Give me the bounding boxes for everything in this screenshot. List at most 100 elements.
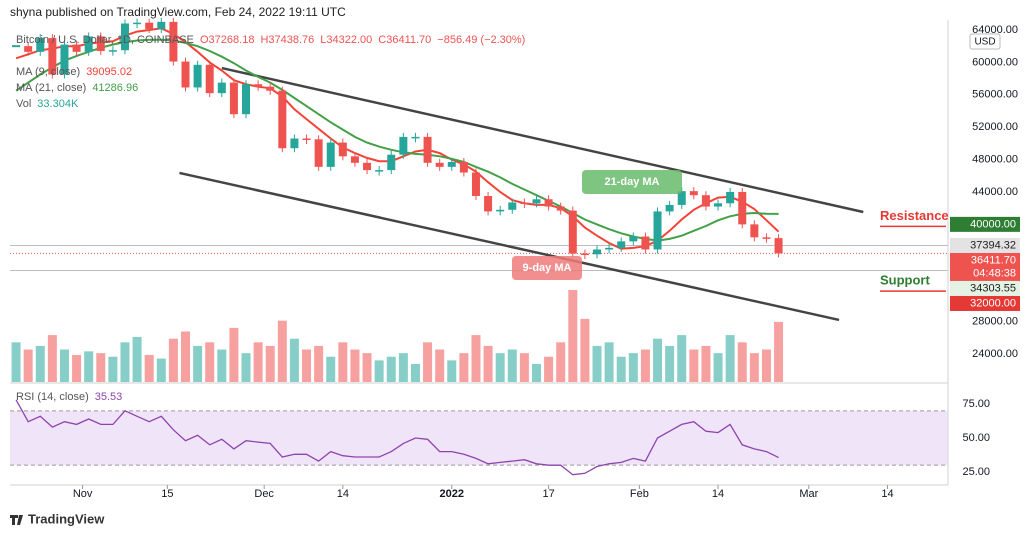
x-tick-label: 14 <box>337 488 349 500</box>
ma-line <box>15 38 779 242</box>
candle-body <box>520 202 529 204</box>
volume-bar <box>96 353 106 382</box>
level-label: Support <box>880 273 930 288</box>
volume-bar <box>556 342 566 382</box>
footer-logo <box>10 515 23 525</box>
trendline <box>179 171 840 322</box>
candle-body <box>496 209 505 212</box>
volume-bar <box>108 356 118 382</box>
volume-bar <box>193 345 203 382</box>
volume-bar <box>544 356 554 382</box>
volume-bar <box>459 353 469 382</box>
candle-body <box>278 90 287 149</box>
legend-ohlc: L34322.00 <box>320 34 372 46</box>
volume-bar <box>59 349 69 382</box>
rsi-tick-label: 50.00 <box>962 432 990 444</box>
volume-bar <box>180 331 190 382</box>
candle-body <box>254 84 263 87</box>
annotation-bubble <box>512 256 582 280</box>
volume-bar <box>277 320 287 382</box>
candle-body <box>338 142 347 157</box>
price-label-time: 04:48:38 <box>973 267 1016 279</box>
volume-bar <box>398 353 408 382</box>
volume-bar <box>495 353 505 382</box>
candle-body <box>84 36 93 52</box>
legend-ohlc: O37268.18 <box>200 34 254 46</box>
header: shyna published on TradingView.com, Feb … <box>10 5 346 19</box>
volume-bar <box>701 345 711 382</box>
volume-bar <box>144 354 154 382</box>
y-tick-label: 64000.00 <box>972 24 1018 36</box>
volume-bar <box>11 342 21 382</box>
price-label-box <box>950 237 1020 253</box>
candle-body <box>217 82 226 94</box>
level-label: Resistance <box>880 208 949 223</box>
price-label: 36411.70 <box>971 254 1016 266</box>
candle-body <box>774 238 783 254</box>
volume-bar <box>374 360 384 382</box>
y-tick-label: 52000.00 <box>972 121 1018 133</box>
candle-body <box>169 21 178 62</box>
plot <box>10 17 948 382</box>
legend-ohlc: −856.49 (−2.30%) <box>437 34 525 46</box>
candle-body <box>24 46 33 52</box>
candle-body <box>72 44 81 52</box>
volume-bar <box>592 345 602 382</box>
candle-body <box>193 64 202 88</box>
x-tick-label: Dec <box>254 488 274 500</box>
volume-bar <box>253 342 263 382</box>
candle-body <box>532 199 541 204</box>
candle-body <box>145 22 154 30</box>
candle-body <box>157 21 166 30</box>
volume-bar <box>289 338 299 382</box>
legend-title: Bitcoin / U.S. Dollar, 1D, COINBASE <box>16 34 194 46</box>
legend-ohlc: C36411.70 <box>378 34 431 46</box>
price-label-box <box>950 252 1020 281</box>
volume-bar <box>120 342 130 382</box>
candle-body <box>375 170 384 172</box>
candle-body <box>580 253 589 256</box>
candle-body <box>229 82 238 115</box>
candle-body <box>133 22 142 25</box>
candle-body <box>399 136 408 155</box>
candle-body <box>544 199 553 207</box>
candle-body <box>242 84 251 115</box>
candle-body <box>653 211 662 250</box>
volume-bar <box>205 342 215 382</box>
candle-body <box>617 241 626 248</box>
candle-body <box>665 204 674 212</box>
candle-body <box>363 162 372 171</box>
candle-body <box>750 224 759 238</box>
candle-body <box>12 45 21 48</box>
volume-bar <box>362 353 372 382</box>
rsi-tick-label: 75.00 <box>962 398 990 410</box>
currency-box <box>969 33 1001 50</box>
price-label: 34303.55 <box>970 282 1016 294</box>
volume-bar <box>350 349 360 382</box>
footer: TradingView <box>28 511 105 526</box>
candle-body <box>593 249 602 255</box>
candle-body <box>677 191 686 205</box>
x-tick-label: Feb <box>630 488 649 500</box>
legend-name: MA (21, close) <box>16 82 86 94</box>
volume-bar <box>265 345 275 382</box>
volume-bar <box>23 349 33 382</box>
volume-bar <box>314 345 324 382</box>
candle-body <box>36 38 45 52</box>
x-tick-label: 2022 <box>440 488 464 500</box>
volume-bar <box>568 290 578 382</box>
volume-bar <box>302 349 312 382</box>
candle-body <box>350 156 359 163</box>
y-tick-label: 24000.00 <box>972 348 1018 360</box>
volume-bar <box>229 327 239 382</box>
price-label-box <box>950 280 1020 296</box>
volume-bar <box>665 345 675 382</box>
candle-body <box>471 172 480 197</box>
candle-body <box>701 195 710 207</box>
candle-body <box>387 154 396 171</box>
volume-bar <box>640 349 650 382</box>
volume-bar <box>725 335 735 382</box>
volume-bar <box>761 349 771 382</box>
